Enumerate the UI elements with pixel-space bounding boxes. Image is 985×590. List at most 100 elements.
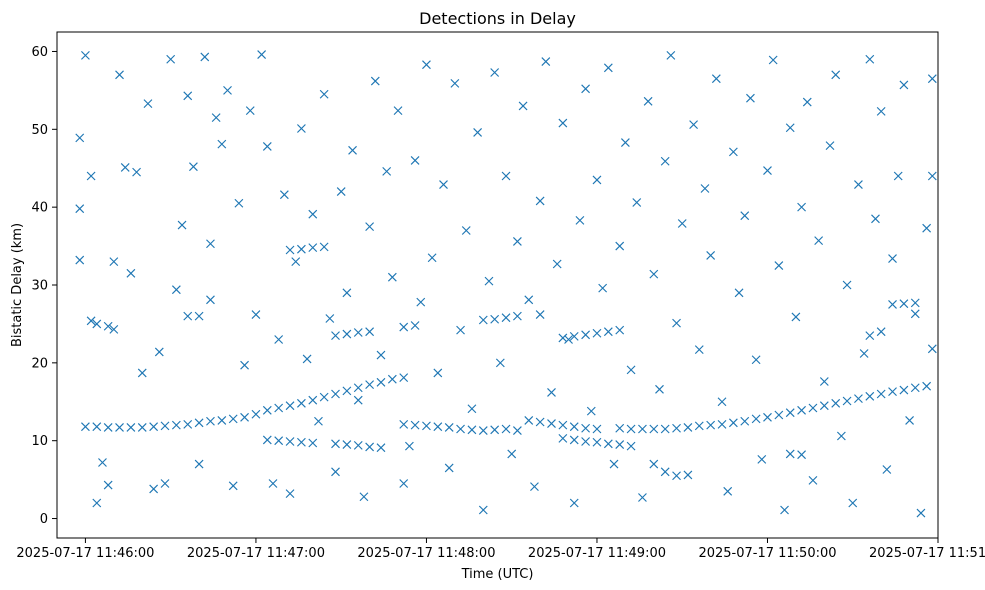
data-point-marker: [569, 498, 579, 508]
data-point-marker: [342, 386, 352, 396]
data-point-marker: [86, 171, 96, 181]
data-point-marker: [592, 437, 602, 447]
data-point-marker: [899, 299, 909, 309]
data-point-marker: [456, 325, 465, 335]
data-point-marker: [439, 180, 448, 189]
data-point-marker: [86, 316, 96, 326]
x-axis-label: Time (UTC): [461, 567, 534, 582]
data-point-marker: [81, 422, 90, 432]
data-point-marker: [308, 243, 318, 253]
data-point-marker: [740, 416, 750, 426]
data-point-marker: [876, 389, 886, 399]
data-point-marker: [558, 333, 568, 343]
data-point-marker: [865, 391, 875, 401]
data-point-marker: [797, 450, 806, 460]
data-point-marker: [638, 424, 647, 434]
data-point-marker: [512, 426, 522, 435]
data-point-marker: [649, 269, 659, 279]
data-point-marker: [774, 410, 784, 420]
data-point-marker: [399, 479, 409, 488]
data-point-marker: [365, 442, 375, 452]
data-point-marker: [115, 423, 124, 432]
data-point-marker: [831, 398, 841, 408]
data-point-marker: [228, 481, 238, 491]
data-point-marker: [484, 276, 494, 286]
data-point-marker: [581, 84, 591, 94]
data-point-marker: [785, 123, 795, 133]
data-point-marker: [899, 80, 909, 90]
data-point-marker: [501, 313, 511, 323]
data-point-marker: [615, 241, 625, 251]
data-point-marker: [905, 416, 914, 425]
data-point-marker: [871, 214, 880, 224]
data-point-marker: [365, 327, 375, 337]
data-point-marker: [75, 255, 85, 265]
y-tick-label: 30: [31, 279, 48, 294]
x-tick-label: 2025-07-17 11:46:00: [16, 546, 154, 561]
data-point-marker: [927, 171, 937, 181]
data-point-marker: [171, 285, 181, 295]
data-point-marker: [149, 422, 159, 432]
data-point-marker: [285, 437, 295, 446]
data-point-marker: [319, 89, 329, 99]
data-point-marker: [530, 482, 539, 492]
data-point-marker: [569, 435, 579, 445]
data-point-marker: [262, 405, 272, 415]
data-point-marker: [603, 63, 613, 73]
data-point-marker: [103, 480, 113, 490]
data-point-marker: [598, 283, 608, 293]
data-point-marker: [92, 498, 102, 508]
x-axis: 2025-07-17 11:46:00 2025-07-17 11:47:00 20…: [16, 538, 985, 561]
data-point-marker: [183, 419, 193, 429]
data-point-marker: [331, 389, 340, 399]
data-point-marker: [723, 486, 733, 496]
data-point-marker: [683, 423, 693, 432]
y-axis-label: Bistatic Delay (km): [10, 223, 25, 347]
x-tick-label: 2025-07-17 11:50:00: [698, 546, 836, 561]
data-point-marker: [473, 128, 483, 137]
data-point-marker: [842, 280, 852, 290]
data-point-marker: [348, 145, 357, 155]
y-tick-label: 50: [31, 123, 48, 138]
data-point-marker: [478, 426, 488, 435]
data-point-marker: [501, 171, 511, 181]
data-point-marker: [763, 166, 772, 175]
data-point-marker: [416, 297, 426, 307]
data-point-marker: [683, 470, 693, 480]
data-point-marker: [143, 99, 153, 109]
data-point-marker: [308, 209, 318, 219]
data-point-marker: [308, 438, 318, 448]
data-point-marker: [325, 314, 335, 323]
data-point-marker: [217, 416, 227, 425]
data-point-marker: [524, 416, 534, 425]
data-point-marker: [569, 331, 579, 341]
data-point-marker: [109, 324, 119, 334]
data-point-marker: [410, 321, 420, 330]
data-point-marker: [75, 204, 85, 214]
data-point-marker: [194, 418, 204, 428]
data-point-marker: [785, 408, 795, 418]
data-point-marker: [808, 403, 818, 413]
data-point-marker: [296, 398, 306, 408]
data-point-marker: [137, 368, 147, 378]
data-point-marker: [103, 321, 113, 331]
data-point-marker: [433, 368, 443, 378]
data-point-marker: [638, 493, 647, 502]
data-point-marker: [211, 113, 221, 123]
data-point-marker: [92, 422, 102, 432]
data-point-marker: [404, 441, 414, 451]
data-point-marker: [206, 239, 215, 249]
data-point-marker: [592, 328, 602, 338]
data-point-marker: [296, 124, 306, 133]
data-point-marker: [626, 365, 636, 375]
data-point-marker: [206, 295, 215, 305]
data-point-marker: [717, 419, 727, 429]
data-point-marker: [916, 508, 926, 518]
data-point-marker: [444, 423, 454, 432]
data-point-marker: [376, 350, 386, 360]
data-point-marker: [319, 242, 329, 252]
data-point-marker: [518, 101, 528, 111]
data-point-marker: [251, 310, 261, 319]
data-point-marker: [331, 439, 340, 449]
